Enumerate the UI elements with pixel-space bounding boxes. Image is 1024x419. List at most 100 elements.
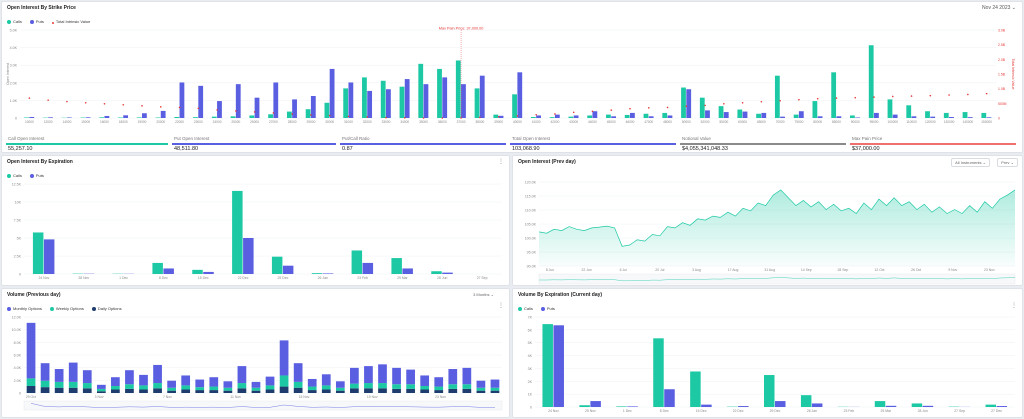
x-tick-label: 31000 — [344, 120, 353, 124]
bar-calls — [211, 116, 217, 118]
y2-tick-label: 1.0B — [998, 87, 1006, 91]
bar-puts — [423, 84, 429, 118]
bar-calls — [911, 403, 923, 407]
bar-calls — [850, 115, 855, 118]
panel-title: Open Interest By Strike Price — [7, 5, 76, 11]
x-tick-label: 12000 — [44, 120, 53, 124]
x-tick-label: 22000 — [175, 120, 184, 124]
x-tick-label: 18000 — [119, 120, 128, 124]
x-tick-label: 10000 — [25, 120, 34, 124]
bar-puts — [627, 406, 638, 407]
bar-calls — [230, 116, 236, 118]
bar-daily-options — [307, 390, 317, 393]
bar-daily-options — [462, 388, 472, 393]
date-selector[interactable]: Nov 24 2023 ⌄ — [982, 5, 1016, 11]
range-select[interactable]: 3 Months ⌄ — [473, 292, 494, 297]
strike-legend: Calls Puts Total Intrinsic Value — [7, 19, 90, 24]
bar-calls — [774, 75, 780, 118]
oi-line — [538, 189, 1016, 247]
period-select[interactable]: Prev ⌄ — [997, 158, 1018, 167]
x-tick-label: 80000 — [813, 120, 822, 124]
legend-calls[interactable]: Calls — [7, 173, 22, 178]
y-tick-label: 2.0K — [14, 379, 22, 383]
bar-calls — [24, 117, 29, 118]
legend-puts[interactable]: Puts — [29, 173, 44, 178]
y-tick-label: 95.0K — [527, 251, 537, 255]
x-tick-label: 14 Sep — [801, 268, 812, 272]
bar-daily-options — [335, 390, 345, 393]
bar-puts — [442, 272, 453, 274]
bar-weekly-options — [181, 385, 191, 390]
x-tick-label: 20 Jul — [655, 268, 664, 272]
bar-puts — [911, 116, 917, 118]
bar-puts — [48, 117, 53, 118]
bar-calls — [568, 116, 574, 118]
instrument-select[interactable]: All Instruments ⌄ — [951, 158, 990, 167]
x-tick-label: 15000 — [81, 120, 90, 124]
intrinsic-point — [948, 94, 950, 96]
bar-daily-options — [26, 385, 36, 393]
intrinsic-point — [122, 104, 125, 106]
bar-puts — [723, 112, 729, 118]
legend-daily[interactable]: Daily Options — [91, 306, 122, 311]
bar-calls — [699, 97, 705, 118]
bar-puts — [996, 406, 1008, 407]
legend-calls[interactable]: Calls — [518, 306, 533, 311]
legend-calls[interactable]: Calls — [7, 19, 22, 24]
y-tick-label: 0 — [530, 406, 532, 410]
x-tick-label: 28 Sep — [838, 268, 849, 272]
more-vertical-icon[interactable]: ⋮ — [498, 159, 504, 165]
y2-tick-label: 0 — [998, 117, 1000, 121]
bar-daily-options — [125, 388, 134, 393]
more-vertical-icon[interactable]: ⋮ — [1011, 303, 1017, 309]
bar-calls — [493, 114, 499, 118]
x-tick-label: 90000 — [851, 120, 860, 124]
y-tick-label: 6.0K — [14, 354, 22, 358]
legend-puts[interactable]: Puts — [540, 306, 555, 311]
bar-weekly-options — [279, 375, 289, 387]
bar-weekly-options — [54, 381, 64, 388]
x-tick-label: 100000 — [887, 120, 898, 124]
x-tick-label: 24 Nov — [548, 409, 559, 413]
legend-weekly[interactable]: Weekly Options — [49, 306, 84, 311]
bar-monthly-options — [68, 362, 78, 382]
bar-puts — [517, 72, 523, 118]
y-tick-label: 3K — [528, 367, 533, 371]
bar-daily-options — [153, 388, 162, 393]
x-tick-label: 32000 — [363, 120, 372, 124]
intrinsic-point — [685, 105, 688, 108]
x-tick-label: 16000 — [100, 120, 109, 124]
legend-puts[interactable]: Puts — [29, 19, 44, 24]
x-tick-label: 60000 — [738, 120, 747, 124]
x-tick-label: 75000 — [794, 120, 803, 124]
intrinsic-point — [967, 93, 969, 96]
x-tick-label: 26 Jan — [318, 276, 328, 280]
legend-monthly[interactable]: Monthly Options — [7, 306, 42, 311]
x-tick-label: 29 Mar — [880, 409, 891, 413]
bar-calls — [232, 190, 243, 274]
intrinsic-point — [610, 109, 613, 111]
bar-calls — [249, 115, 255, 118]
bar-puts — [217, 101, 222, 118]
bar-puts — [742, 111, 748, 118]
bar-calls — [380, 80, 386, 118]
bar-puts — [203, 271, 214, 274]
x-tick-label: 33000 — [382, 120, 391, 124]
x-tick-label: 24 Nov — [39, 276, 50, 280]
legend-intrinsic[interactable]: Total Intrinsic Value — [51, 19, 90, 24]
bar-monthly-options — [448, 369, 458, 385]
bar-daily-options — [209, 390, 219, 393]
x-tick-label: 23 Nov — [435, 395, 446, 399]
navigator-line — [30, 403, 496, 408]
x-tick-label: 25 Nov — [585, 409, 596, 413]
bar-calls — [812, 101, 818, 118]
bar-puts — [798, 111, 804, 118]
intrinsic-point — [403, 116, 406, 119]
intrinsic-point — [328, 114, 331, 117]
more-vertical-icon[interactable]: ⋮ — [498, 303, 504, 309]
stat-put-oi: Put Open Interest 48,511.80 — [172, 132, 340, 152]
x-tick-label: 27 Sep — [954, 409, 965, 413]
x-tick-label: 14000 — [62, 120, 71, 124]
expiry-legend: Calls Puts — [7, 173, 44, 178]
bar-puts — [163, 268, 174, 274]
